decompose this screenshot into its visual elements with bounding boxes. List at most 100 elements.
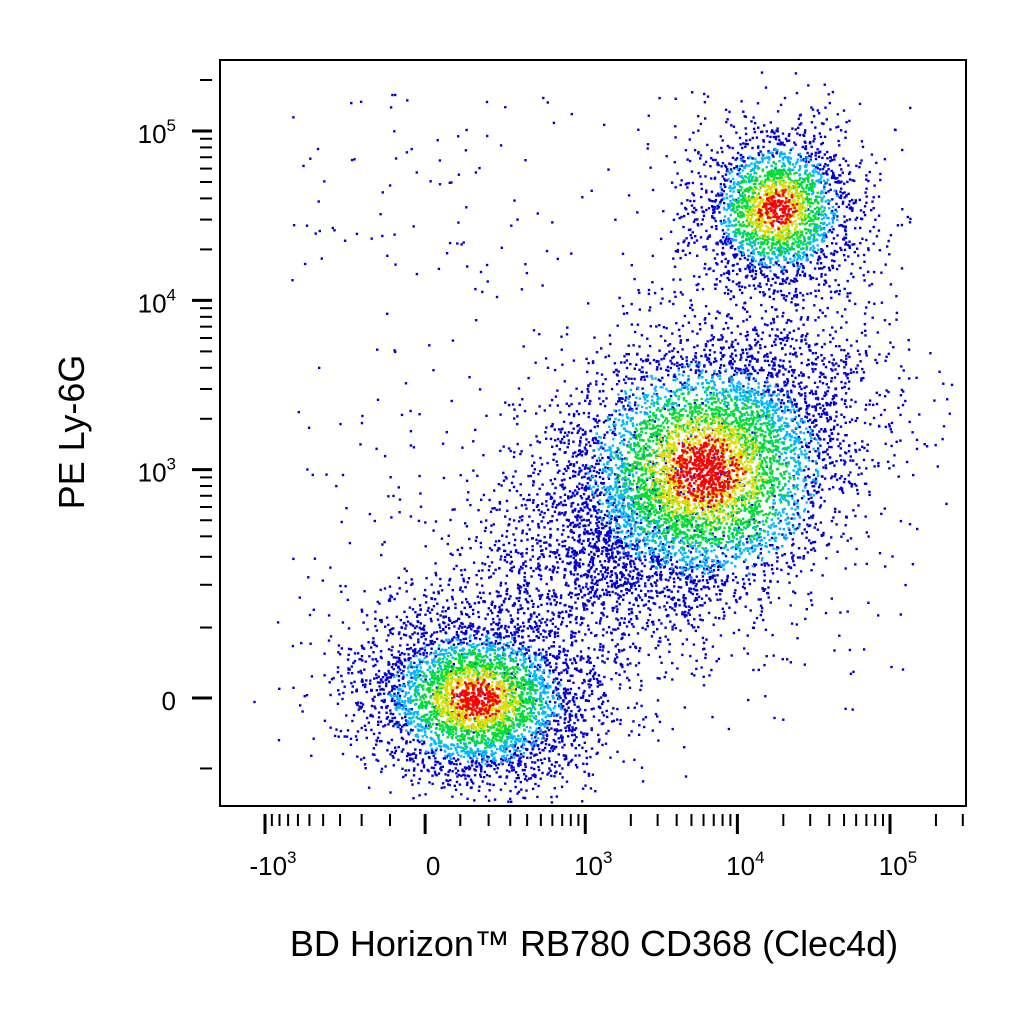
scatter-point [862,376,865,380]
scatter-point [832,252,836,255]
scatter-point [620,397,623,400]
scatter-point [655,571,658,574]
scatter-point [750,274,753,278]
scatter-point [626,557,630,560]
scatter-point [687,611,690,615]
scatter-point [327,614,331,617]
scatter-point [854,218,857,221]
scatter-point [338,693,341,696]
scatter-point [735,283,738,286]
scatter-point [494,605,497,608]
scatter-point [740,153,743,157]
scatter-point [899,439,902,442]
scatter-point [408,647,411,651]
scatter-point [574,727,578,730]
scatter-point [800,371,803,374]
scatter-point [709,339,712,342]
scatter-point [563,493,567,496]
scatter-point [612,557,615,560]
scatter-point [745,348,748,351]
scatter-point [573,733,576,737]
scatter-point [424,601,428,604]
scatter-point [534,753,537,756]
scatter-point [708,353,711,356]
scatter-point [832,401,836,404]
scatter-point [817,490,820,494]
scatter-point [759,271,763,274]
scatter-point [744,275,748,278]
scatter-point [447,534,450,537]
scatter-point [563,576,566,579]
scatter-point [828,434,831,438]
scatter-point [659,559,663,562]
scatter-point [665,585,669,589]
scatter-point [721,355,724,358]
scatter-point [862,211,866,214]
scatter-point [545,437,548,440]
scatter-point [712,208,715,212]
scatter-point [462,773,465,776]
scatter-point [413,643,416,646]
scatter-point [811,421,815,424]
scatter-point [849,537,853,540]
scatter-point [414,648,417,651]
scatter-point [378,602,381,605]
scatter-point [664,578,668,581]
scatter-point [715,227,718,231]
scatter-point [347,653,350,656]
scatter-point [561,540,564,543]
scatter-point [690,204,694,207]
scatter-point [709,363,712,366]
scatter-point [561,617,565,620]
scatter-point [567,439,570,442]
scatter-point [532,499,535,502]
scatter-point [486,555,490,558]
scatter-point [806,430,810,434]
scatter-point [412,797,415,800]
scatter-point [576,573,579,576]
scatter-point [571,510,574,514]
scatter-point [780,337,784,341]
scatter-point [570,714,574,717]
scatter-point [545,664,548,667]
scatter-point [520,504,524,507]
scatter-point [805,530,808,534]
scatter-point [855,371,859,374]
scatter-point [774,137,778,141]
scatter-point [821,397,824,400]
scatter-point [482,591,485,594]
scatter-point [751,146,754,150]
scatter-point [611,552,614,555]
scatter-point [717,194,721,197]
scatter-point [562,692,566,695]
scatter-point [671,356,674,360]
scatter-point [840,248,843,251]
scatter-point [811,504,815,508]
scatter-point [877,229,881,232]
scatter-point [915,447,919,451]
scatter-point [551,617,555,621]
scatter-point [895,295,898,298]
scatter-point [744,286,747,289]
scatter-point [593,576,597,579]
scatter-point [561,767,564,770]
scatter-point [700,666,703,669]
scatter-point [575,410,579,413]
scatter-point [716,192,720,195]
scatter-point [374,743,378,746]
scatter-point [512,766,515,769]
scatter-point [353,652,357,655]
scatter-point [535,739,538,743]
scatter-point [669,558,672,562]
scatter-point [527,618,530,621]
scatter-point [481,569,484,572]
scatter-point [419,748,422,752]
scatter-point [687,622,690,625]
scatter-point [418,626,421,629]
scatter-point [673,580,676,584]
scatter-point [439,577,442,581]
scatter-point [340,590,343,593]
scatter-point [360,701,363,705]
scatter-point [580,486,584,490]
scatter-point [765,562,769,565]
